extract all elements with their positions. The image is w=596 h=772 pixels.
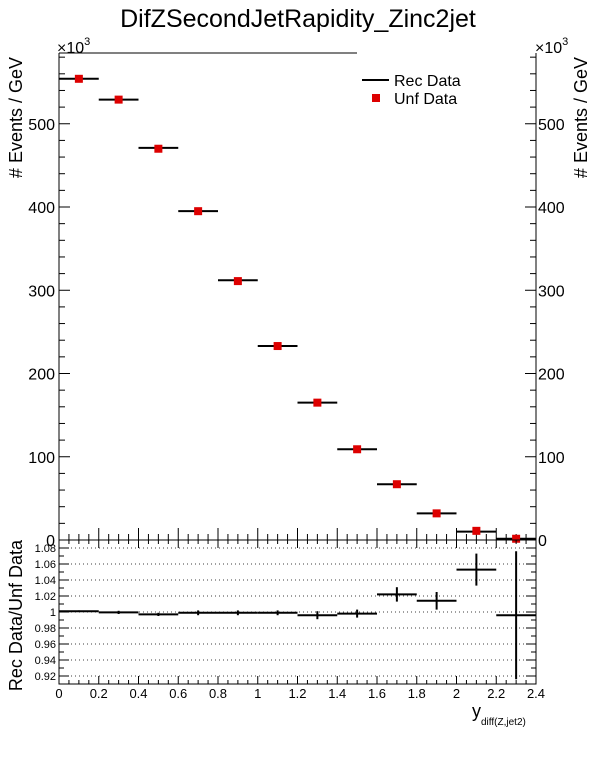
top-y-tick-label-left: 500 — [28, 117, 55, 134]
top-y-tick-label-left: 300 — [28, 283, 55, 300]
bottom-y-tick-label: 1.04 — [35, 575, 56, 587]
bottom-panel: 0.92 0.94 0.96 0.98 1 1.02 1.04 1.06 1.08 0 0.2 0.… — [6, 539, 545, 728]
x-axis-label-main: y — [472, 701, 481, 721]
x-tick-label: 2.4 — [527, 686, 545, 701]
x-tick-label: 2.2 — [487, 686, 505, 701]
bottom-x-ticks: 0 0.2 0.4 0.6 0.8 1 1.2 1.4 1.6 1.8 2 2.2 2.4 — [55, 540, 545, 701]
x-tick-label: 0.8 — [209, 686, 227, 701]
x-tick-label: 0.6 — [169, 686, 187, 701]
y-exponent-left-power: 3 — [84, 36, 90, 48]
top-x-ticks — [58, 528, 537, 540]
bottom-y-tick-label: 1 — [50, 607, 56, 619]
unf-data-point — [114, 95, 123, 104]
x-axis-label: ydiff(Z,jet2) — [472, 701, 526, 728]
y-exponent-right: ×103 — [535, 36, 568, 57]
bottom-y-tick-label: 1.08 — [35, 543, 56, 555]
unf-data-point — [194, 207, 203, 216]
x-tick-label: 0.4 — [129, 686, 147, 701]
top-y-tick-label-right: 400 — [538, 200, 565, 217]
y-exponent-left-base: ×10 — [57, 40, 84, 57]
bottom-y-axis-label: Rec Data/Unf Data — [6, 539, 26, 691]
x-tick-label: 0.2 — [90, 686, 108, 701]
bottom-y-tick-label: 1.02 — [35, 591, 56, 603]
bottom-y-tick-label: 0.98 — [35, 623, 56, 635]
unf-data-point — [233, 277, 242, 286]
unf-data-point — [74, 74, 83, 83]
top-y-tick-label-left: 0 — [46, 533, 55, 550]
unf-data-point — [273, 342, 282, 351]
top-y-tick-label-right: 100 — [538, 450, 565, 467]
x-tick-label: 2 — [453, 686, 460, 701]
top-y-ticks: 0 0 100 100 200 200 300 300 400 400 500 500 — [28, 56, 565, 550]
bottom-y-tick-label: 0.92 — [35, 671, 56, 683]
bottom-y-tick-label: 0.94 — [35, 655, 56, 667]
unf-data-point — [313, 398, 322, 407]
chart-title: DifZSecondJetRapidity_Zinc2jet — [120, 5, 476, 33]
legend-rec-data-label: Rec Data — [394, 73, 461, 90]
unf-data-point — [154, 144, 163, 153]
x-tick-label: 1.2 — [288, 686, 306, 701]
top-y-tick-label-left: 100 — [28, 450, 55, 467]
bottom-y-tick-label: 1.06 — [35, 559, 56, 571]
unf-data-point — [512, 534, 521, 543]
unf-data-point — [353, 445, 362, 454]
bottom-y-tick-label: 0.96 — [35, 639, 56, 651]
bottom-y-ticks: 0.92 0.94 0.96 0.98 1 1.02 1.04 1.06 1.08 — [35, 539, 536, 683]
legend-unf-data-swatch — [372, 94, 380, 102]
top-y-tick-label-left: 400 — [28, 200, 55, 217]
top-y-tick-label-left: 200 — [28, 367, 55, 384]
unf-data-point — [392, 480, 401, 489]
x-tick-label: 1.4 — [328, 686, 346, 701]
top-y-tick-label-right: 500 — [538, 117, 565, 134]
x-tick-label: 1.6 — [368, 686, 386, 701]
x-axis-label-sub: diff(Z,jet2) — [481, 717, 526, 728]
y-exponent-left: ×103 — [57, 36, 90, 57]
top-data-marks — [59, 74, 536, 543]
y-exponent-right-base: ×10 — [535, 40, 562, 57]
y-exponent-right-power: 3 — [562, 36, 568, 48]
unf-data-point — [432, 509, 441, 518]
top-y-tick-label-right: 0 — [538, 533, 547, 550]
bottom-data-marks — [59, 551, 536, 680]
legend-unf-data-label: Unf Data — [394, 91, 457, 108]
x-tick-label: 1 — [254, 686, 261, 701]
top-y-tick-label-right: 200 — [538, 367, 565, 384]
legend: Rec Data Unf Data — [362, 73, 461, 108]
x-tick-label: 1.8 — [408, 686, 426, 701]
top-panel: 0 0 100 100 200 200 300 300 400 400 500 500 # Event… — [6, 36, 591, 550]
top-y-tick-label-right: 300 — [538, 283, 565, 300]
top-y-axis-label-right: # Events / GeV — [571, 57, 591, 178]
unf-data-point — [472, 526, 481, 535]
x-tick-label: 0 — [55, 686, 62, 701]
top-y-axis-label-left: # Events / GeV — [6, 57, 26, 178]
